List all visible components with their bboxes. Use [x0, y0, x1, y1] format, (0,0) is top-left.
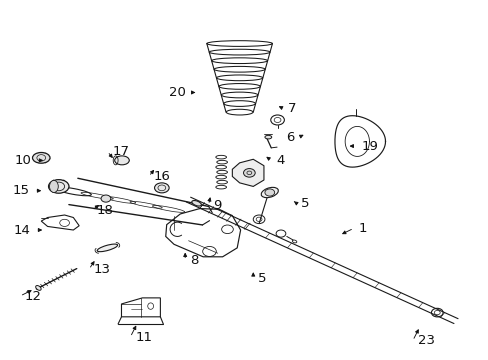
Ellipse shape	[48, 180, 69, 193]
Ellipse shape	[97, 244, 118, 252]
Circle shape	[243, 168, 255, 177]
Text: 10: 10	[15, 154, 31, 167]
Text: 19: 19	[361, 140, 377, 153]
Text: 5: 5	[301, 197, 309, 210]
Ellipse shape	[191, 201, 201, 206]
Text: 18: 18	[97, 204, 113, 217]
Text: 14: 14	[14, 224, 30, 237]
Text: 4: 4	[276, 154, 284, 167]
Ellipse shape	[36, 285, 41, 290]
Circle shape	[264, 189, 274, 196]
Text: 20: 20	[169, 86, 186, 99]
Polygon shape	[232, 159, 264, 186]
Text: 6: 6	[285, 131, 293, 144]
Text: 13: 13	[94, 263, 111, 276]
Text: 11: 11	[135, 331, 152, 344]
Text: 9: 9	[213, 198, 221, 212]
Text: 8: 8	[190, 254, 198, 267]
Text: 16: 16	[153, 170, 170, 183]
Ellipse shape	[32, 153, 50, 163]
Ellipse shape	[154, 183, 169, 193]
Ellipse shape	[49, 180, 58, 193]
Circle shape	[101, 195, 111, 202]
Text: 15: 15	[13, 184, 30, 197]
Ellipse shape	[115, 156, 129, 165]
Text: 7: 7	[287, 102, 296, 115]
Text: 1: 1	[358, 222, 366, 235]
Text: 23: 23	[417, 334, 434, 347]
Ellipse shape	[264, 135, 271, 139]
Text: 12: 12	[25, 289, 41, 303]
Ellipse shape	[261, 187, 278, 198]
Text: 17: 17	[112, 145, 129, 158]
Text: 5: 5	[258, 272, 266, 285]
